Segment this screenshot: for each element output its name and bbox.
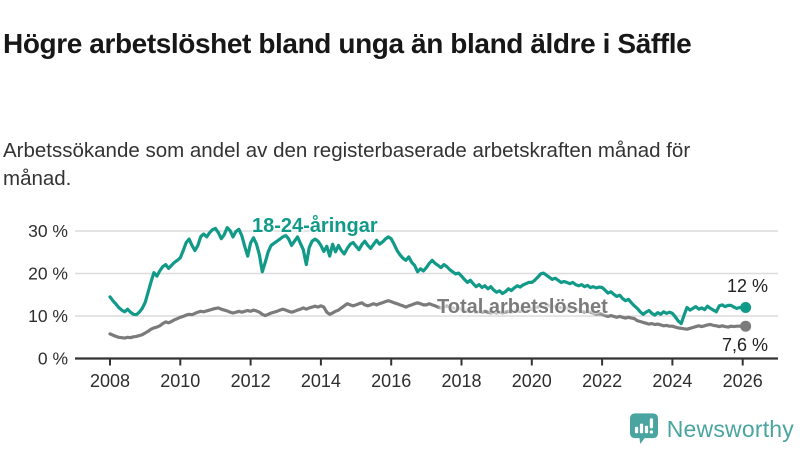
svg-text:2008: 2008 — [90, 371, 130, 391]
series-label-total: Total arbetslöshet — [437, 296, 608, 318]
svg-text:2012: 2012 — [231, 371, 271, 391]
end-value-label-total: 7,6 % — [722, 335, 769, 355]
svg-text:2022: 2022 — [582, 371, 622, 391]
svg-text:2010: 2010 — [160, 371, 200, 391]
brand-logo: Newsworthy — [629, 413, 794, 446]
svg-text:2026: 2026 — [723, 371, 763, 391]
svg-text:2024: 2024 — [652, 371, 692, 391]
svg-text:30 %: 30 % — [28, 221, 68, 241]
svg-text:20 %: 20 % — [28, 264, 68, 284]
svg-text:2020: 2020 — [512, 371, 552, 391]
svg-text:10 %: 10 % — [28, 306, 68, 326]
end-value-label-young: 12 % — [727, 276, 769, 296]
svg-text:2014: 2014 — [301, 371, 341, 391]
series-label-young: 18-24-åringar — [252, 215, 378, 237]
svg-text:2018: 2018 — [441, 371, 481, 391]
bar-chart-speech-bubble-icon — [629, 413, 658, 445]
chart-subtitle: Arbetssökande som andel av den registerb… — [3, 138, 691, 190]
page-title: Högre arbetslöshet bland unga än bland ä… — [3, 27, 692, 59]
svg-text:2016: 2016 — [371, 371, 411, 391]
brand-name: Newsworthy — [666, 416, 794, 442]
svg-text:0 %: 0 % — [38, 349, 68, 369]
